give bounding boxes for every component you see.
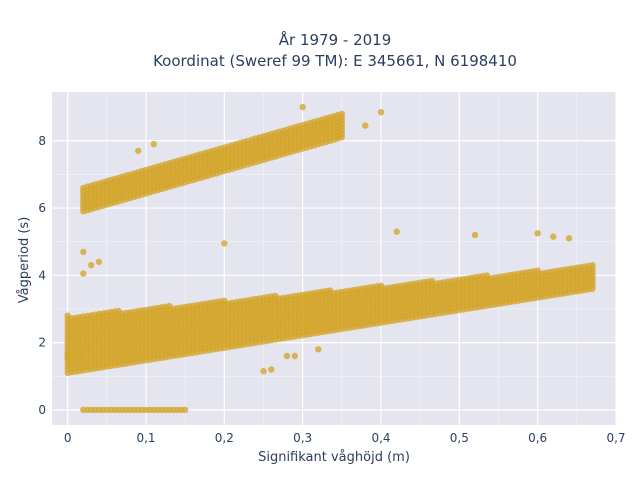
x-tick-label: 0,1 bbox=[136, 431, 155, 445]
x-tick-label: 0,2 bbox=[215, 431, 234, 445]
data-point bbox=[221, 240, 228, 247]
data-point bbox=[182, 406, 189, 414]
data-point bbox=[362, 122, 369, 129]
x-tick-label: 0,7 bbox=[606, 431, 625, 445]
y-tick-label: 4 bbox=[38, 268, 46, 282]
data-point bbox=[260, 368, 267, 375]
x-tick-label: 0,6 bbox=[528, 431, 547, 445]
data-point bbox=[323, 122, 330, 129]
y-tick-label: 2 bbox=[38, 336, 46, 350]
data-point bbox=[150, 140, 157, 148]
data-point bbox=[550, 233, 557, 240]
y-tick-label: 8 bbox=[38, 134, 46, 148]
x-axis-ticks: 0 0,1 0,2 0,3 0,4 0,5 0,6 0,7 bbox=[64, 431, 626, 445]
data-point bbox=[135, 147, 142, 155]
data-point bbox=[338, 110, 345, 118]
scatter-points bbox=[64, 103, 596, 414]
y-tick-label: 6 bbox=[38, 201, 46, 215]
data-point bbox=[80, 248, 87, 255]
x-tick-label: 0,3 bbox=[293, 431, 312, 445]
data-point bbox=[95, 258, 103, 266]
data-point bbox=[377, 109, 385, 116]
data-point bbox=[88, 262, 95, 269]
data-point bbox=[315, 346, 322, 353]
chart-title-line1: År 1979 - 2019 bbox=[279, 30, 392, 49]
data-point bbox=[565, 235, 573, 242]
chart-title-line2: Koordinat (Sweref 99 TM): E 345661, N 61… bbox=[153, 52, 517, 70]
x-axis-title: Signifikant våghöjd (m) bbox=[258, 450, 410, 465]
data-point bbox=[471, 231, 479, 239]
x-tick-label: 0,5 bbox=[450, 431, 469, 445]
data-point bbox=[299, 103, 306, 111]
data-point bbox=[283, 352, 291, 360]
x-tick-label: 0 bbox=[64, 431, 72, 445]
y-axis-title: Vågperiod (s) bbox=[17, 217, 32, 304]
data-point bbox=[534, 230, 541, 237]
data-point bbox=[80, 270, 87, 277]
data-point bbox=[589, 262, 596, 269]
y-tick-label: 0 bbox=[38, 403, 46, 417]
data-point bbox=[291, 352, 298, 360]
x-tick-label: 0,4 bbox=[371, 431, 390, 445]
data-point bbox=[393, 228, 400, 235]
data-point bbox=[268, 366, 275, 373]
data-point bbox=[64, 351, 71, 358]
y-axis-ticks: 0 2 4 6 8 bbox=[38, 134, 46, 417]
